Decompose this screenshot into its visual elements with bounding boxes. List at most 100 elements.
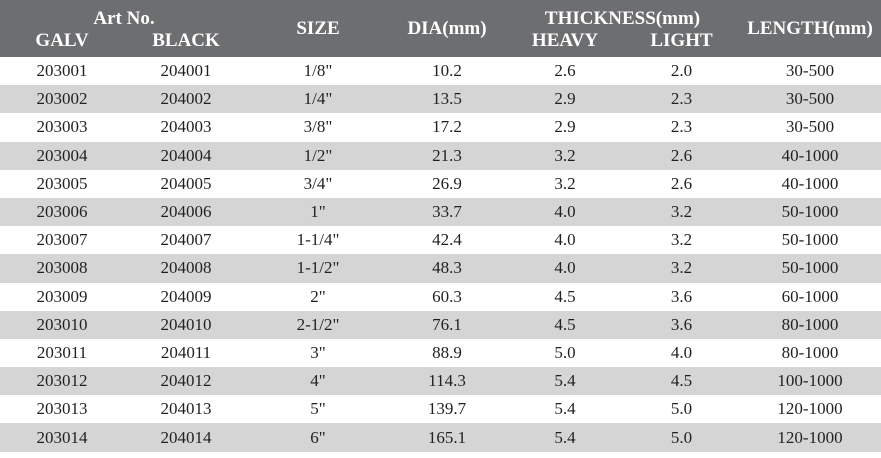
- cell-galv: 203013: [0, 395, 124, 424]
- table-row: 203007 204007 1-1/4" 42.4 4.0 3.2 50-1000: [0, 226, 881, 255]
- cell-dia: 17.2: [388, 113, 507, 142]
- cell-light: 3.6: [624, 282, 740, 311]
- cell-length: 50-1000: [739, 254, 881, 283]
- table-row: 203009 204009 2" 60.3 4.5 3.6 60-1000: [0, 282, 881, 311]
- cell-dia: 10.2: [388, 57, 507, 86]
- cell-size: 3": [248, 338, 389, 368]
- cell-size: 2": [248, 282, 389, 311]
- cell-heavy: 4.5: [506, 282, 625, 311]
- cell-black: 204007: [124, 226, 249, 255]
- cell-light: 4.0: [624, 338, 740, 368]
- cell-light: 5.0: [624, 423, 740, 452]
- cell-size: 1-1/2": [248, 254, 389, 283]
- cell-black: 204001: [124, 57, 249, 86]
- cell-light: 3.2: [624, 254, 740, 283]
- cell-light: 3.6: [624, 310, 740, 339]
- cell-galv: 203005: [0, 169, 124, 198]
- cell-black: 204010: [124, 310, 249, 339]
- cell-length: 50-1000: [739, 226, 881, 255]
- cell-length: 120-1000: [739, 423, 881, 452]
- cell-light: 2.6: [624, 141, 740, 170]
- cell-length: 50-1000: [739, 197, 881, 227]
- cell-length: 30-500: [739, 113, 881, 142]
- cell-length: 80-1000: [739, 338, 881, 368]
- table-row: 203011 204011 3" 88.9 5.0 4.0 80-1000: [0, 338, 881, 368]
- cell-dia: 165.1: [388, 423, 507, 452]
- cell-galv: 203002: [0, 85, 124, 114]
- cell-black: 204002: [124, 85, 249, 114]
- cell-black: 204004: [124, 141, 249, 170]
- cell-heavy: 5.0: [506, 338, 625, 368]
- cell-heavy: 4.0: [506, 197, 625, 227]
- table-row: 203001 204001 1/8" 10.2 2.6 2.0 30-500: [0, 57, 881, 86]
- header-black: BLACK: [124, 30, 249, 57]
- header-light: LIGHT: [624, 30, 740, 57]
- header-art-no: Art No.: [0, 0, 249, 30]
- cell-galv: 203006: [0, 197, 124, 227]
- table-row: 203004 204004 1/2" 21.3 3.2 2.6 40-1000: [0, 141, 881, 170]
- cell-size: 1/2": [248, 141, 389, 170]
- header-thickness: THICKNESS(mm): [506, 0, 740, 30]
- cell-black: 204006: [124, 197, 249, 227]
- cell-black: 204012: [124, 367, 249, 396]
- cell-black: 204011: [124, 338, 249, 368]
- cell-dia: 139.7: [388, 395, 507, 424]
- cell-size: 3/8": [248, 113, 389, 142]
- table-row: 203010 204010 2-1/2" 76.1 4.5 3.6 80-1000: [0, 310, 881, 339]
- cell-size: 1-1/4": [248, 226, 389, 255]
- cell-black: 204009: [124, 282, 249, 311]
- cell-galv: 203007: [0, 226, 124, 255]
- cell-length: 100-1000: [739, 367, 881, 396]
- cell-galv: 203012: [0, 367, 124, 396]
- cell-size: 1/4": [248, 85, 389, 114]
- header-length: LENGTH(mm): [739, 0, 881, 57]
- cell-black: 204005: [124, 169, 249, 198]
- cell-dia: 48.3: [388, 254, 507, 283]
- cell-heavy: 5.4: [506, 423, 625, 452]
- table-row: 203012 204012 4" 114.3 5.4 4.5 100-1000: [0, 367, 881, 396]
- cell-galv: 203011: [0, 338, 124, 368]
- header-row-1: Art No. SIZE DIA(mm) THICKNESS(mm) LENGT…: [0, 0, 881, 57]
- cell-galv: 203009: [0, 282, 124, 311]
- cell-heavy: 4.5: [506, 310, 625, 339]
- cell-heavy: 4.0: [506, 254, 625, 283]
- table-row: 203005 204005 3/4" 26.9 3.2 2.6 40-1000: [0, 169, 881, 198]
- table-row: 203002 204002 1/4" 13.5 2.9 2.3 30-500: [0, 85, 881, 114]
- cell-heavy: 3.2: [506, 169, 625, 198]
- cell-dia: 26.9: [388, 169, 507, 198]
- cell-light: 2.3: [624, 113, 740, 142]
- cell-heavy: 5.4: [506, 367, 625, 396]
- cell-length: 30-500: [739, 85, 881, 114]
- header-size: SIZE: [248, 0, 389, 57]
- cell-length: 30-500: [739, 57, 881, 86]
- cell-light: 2.6: [624, 169, 740, 198]
- cell-black: 204013: [124, 395, 249, 424]
- cell-size: 6": [248, 423, 389, 452]
- cell-light: 2.0: [624, 57, 740, 86]
- cell-galv: 203010: [0, 310, 124, 339]
- cell-length: 60-1000: [739, 282, 881, 311]
- cell-dia: 13.5: [388, 85, 507, 114]
- cell-heavy: 2.9: [506, 113, 625, 142]
- cell-heavy: 2.6: [506, 57, 625, 86]
- cell-black: 204003: [124, 113, 249, 142]
- cell-length: 40-1000: [739, 169, 881, 198]
- cell-size: 5": [248, 395, 389, 424]
- cell-light: 3.2: [624, 197, 740, 227]
- cell-size: 1": [248, 197, 389, 227]
- cell-size: 2-1/2": [248, 310, 389, 339]
- table-row: 203013 204013 5" 139.7 5.4 5.0 120-1000: [0, 395, 881, 424]
- cell-light: 4.5: [624, 367, 740, 396]
- cell-dia: 60.3: [388, 282, 507, 311]
- table-row: 203008 204008 1-1/2" 48.3 4.0 3.2 50-1000: [0, 254, 881, 283]
- header-row-2: GALV BLACK HEAVY LIGHT: [0, 30, 881, 57]
- cell-length: 80-1000: [739, 310, 881, 339]
- cell-size: 3/4": [248, 169, 389, 198]
- header-galv: GALV: [0, 30, 124, 57]
- cell-light: 5.0: [624, 395, 740, 424]
- table-row: 203003 204003 3/8" 17.2 2.9 2.3 30-500: [0, 113, 881, 142]
- cell-light: 3.2: [624, 226, 740, 255]
- cell-dia: 114.3: [388, 367, 507, 396]
